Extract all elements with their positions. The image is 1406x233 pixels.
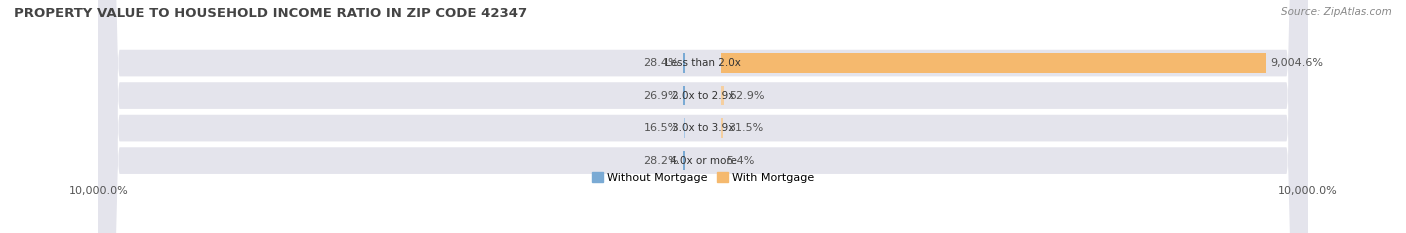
Text: PROPERTY VALUE TO HOUSEHOLD INCOME RATIO IN ZIP CODE 42347: PROPERTY VALUE TO HOUSEHOLD INCOME RATIO…: [14, 7, 527, 20]
Text: 5.4%: 5.4%: [727, 156, 755, 166]
Text: 4.0x or more: 4.0x or more: [669, 156, 737, 166]
Text: 31.5%: 31.5%: [728, 123, 763, 133]
FancyBboxPatch shape: [98, 0, 1308, 233]
Bar: [683, 53, 685, 73]
Bar: [721, 118, 723, 138]
Legend: Without Mortgage, With Mortgage: Without Mortgage, With Mortgage: [588, 168, 818, 187]
Text: 16.5%: 16.5%: [644, 123, 679, 133]
Text: 9,004.6%: 9,004.6%: [1271, 58, 1323, 68]
Bar: [683, 151, 685, 170]
Bar: [683, 86, 685, 105]
Text: Source: ZipAtlas.com: Source: ZipAtlas.com: [1281, 7, 1392, 17]
Text: 28.4%: 28.4%: [643, 58, 678, 68]
Bar: [721, 53, 1265, 73]
Text: 52.9%: 52.9%: [730, 91, 765, 101]
Bar: [721, 86, 724, 105]
FancyBboxPatch shape: [98, 0, 1308, 233]
Text: 2.0x to 2.9x: 2.0x to 2.9x: [672, 91, 734, 101]
FancyBboxPatch shape: [98, 0, 1308, 233]
Text: 28.2%: 28.2%: [643, 156, 678, 166]
Text: Less than 2.0x: Less than 2.0x: [665, 58, 741, 68]
Text: 3.0x to 3.9x: 3.0x to 3.9x: [672, 123, 734, 133]
FancyBboxPatch shape: [98, 0, 1308, 233]
Text: 26.9%: 26.9%: [643, 91, 679, 101]
